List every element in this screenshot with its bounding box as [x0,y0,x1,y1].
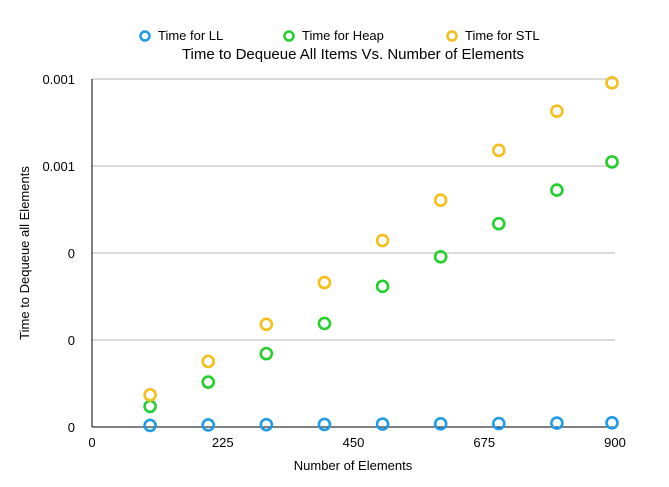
data-point-ll [491,416,506,431]
chart-title: Time to Dequeue All Items Vs. Number of … [182,46,524,63]
data-point-stl [605,75,619,90]
legend-item-stl: Time for STL [446,28,540,43]
data-point-stl [143,388,157,402]
data-point-stl [317,275,332,290]
y-tick-label: 0 [68,420,75,435]
data-point-stl [259,317,274,332]
data-point-heap [550,183,564,197]
data-point-heap [605,155,619,169]
data-point-heap [491,216,506,231]
data-point-ll [605,415,619,430]
legend-item-ll: Time for LL [139,28,223,43]
data-point-ll [317,417,332,432]
data-point-ll [550,416,564,430]
data-point-heap [317,316,332,331]
data-point-heap [143,399,157,414]
legend-item-heap: Time for Heap [283,28,384,43]
x-tick-label: 225 [212,435,234,450]
data-point-ll [433,417,448,431]
x-tick-label: 675 [473,435,495,450]
y-tick-label: 0 [68,333,75,348]
data-point-ll [143,418,157,433]
data-point-stl [201,354,216,369]
data-point-stl [550,104,564,118]
legend-marker-ll [139,30,151,42]
y-tick-label: 0.001 [42,72,75,87]
data-point-heap [375,279,390,294]
data-point-stl [433,193,448,208]
legend-label-ll: Time for LL [158,28,223,43]
y-tick-label: 0 [68,246,75,261]
y-axis-label: Time to Dequeue all Elements [17,166,32,340]
data-point-heap [433,249,448,264]
x-tick-label: 0 [88,435,95,450]
legend-label-heap: Time for Heap [302,28,384,43]
data-point-heap [201,375,216,389]
x-tick-label: 450 [343,435,365,450]
y-axis-ticks: 0 0 0 0.001 0.001 [42,72,75,435]
data-point-ll [201,418,216,432]
x-tick-label: 900 [604,435,626,450]
legend-label-stl: Time for STL [465,28,540,43]
legend-marker-stl [446,30,458,42]
data-point-stl [375,233,390,248]
data-point-ll [375,417,390,431]
data-points [143,75,619,433]
x-axis-label: Number of Elements [294,458,413,473]
legend-marker-heap [283,30,295,42]
data-point-heap [259,346,274,361]
gridlines [92,78,615,341]
legend: Time for LL Time for Heap Time for STL [139,28,540,43]
data-point-ll [259,417,274,432]
x-axis-ticks: 0 225 450 675 900 [88,435,625,450]
y-tick-label: 0.001 [42,159,75,174]
data-point-stl [491,143,506,158]
